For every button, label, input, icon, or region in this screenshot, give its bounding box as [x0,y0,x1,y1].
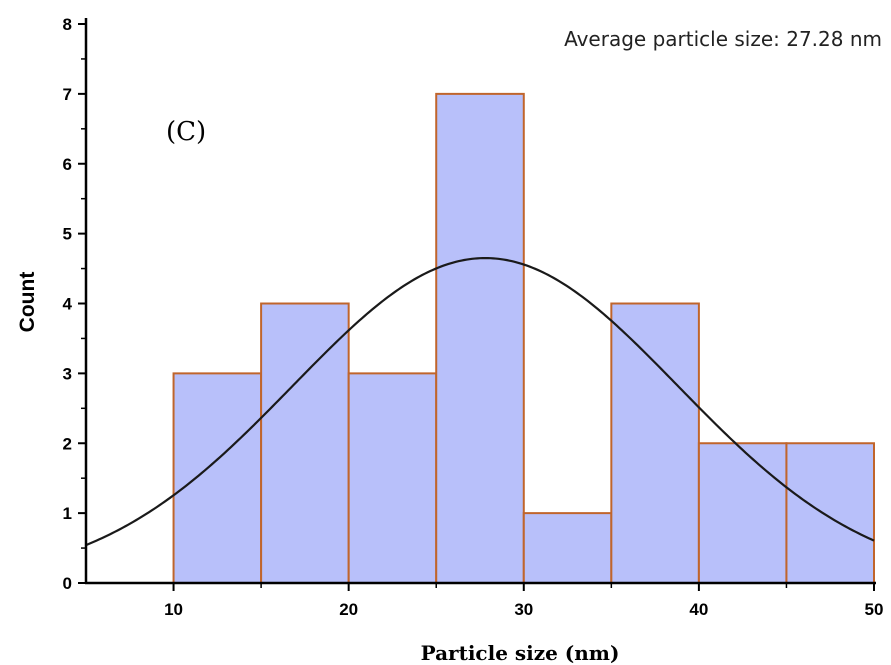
histogram-bar-0 [172,372,263,584]
histogram-bar-3 [435,92,525,584]
histogram-bar-5 [610,302,700,584]
y-tick-label-3: 3 [63,364,72,383]
average-size-annotation: Average particle size: 27.28 nm [564,27,882,51]
x-tick-label-40: 40 [689,600,708,619]
y-tick-label-8: 8 [63,15,72,34]
panel-label: (C) [166,117,206,147]
y-tick-label-2: 2 [63,434,72,453]
x-tick-label-10: 10 [164,600,183,619]
ticks [78,23,875,591]
normal-fit-curve [85,256,875,547]
tick-labels: 0 1 2 3 4 5 6 7 8 10 20 30 40 50 [63,15,884,619]
histogram-bar-2 [347,372,438,584]
x-tick-label-30: 30 [514,600,533,619]
histogram-bar-1 [260,302,350,584]
histogram-bar-4 [522,512,613,584]
axes [84,18,876,585]
histogram-bar-7 [785,442,876,584]
y-tick-label-6: 6 [63,155,72,174]
y-axis-title: Count [16,272,39,333]
y-tick-label-1: 1 [63,504,72,523]
bars [172,92,876,584]
x-axis-title: Particle size (nm) [421,641,620,665]
x-tick-label-20: 20 [339,600,358,619]
histogram-bar-6 [697,442,788,584]
y-tick-label-4: 4 [63,295,73,314]
y-tick-label-0: 0 [63,574,72,593]
y-tick-label-7: 7 [63,85,72,104]
x-tick-label-50: 50 [865,600,884,619]
y-tick-label-5: 5 [63,225,72,244]
